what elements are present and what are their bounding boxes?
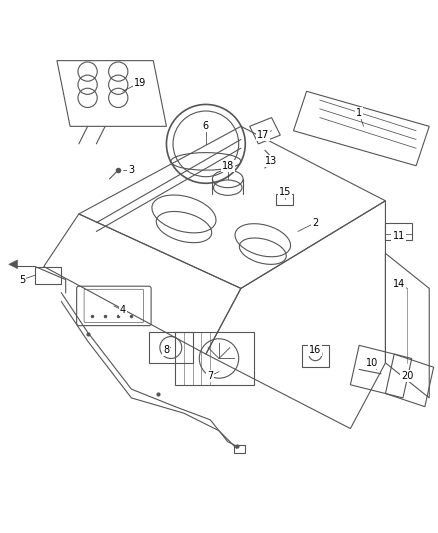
Text: 17: 17 (257, 130, 269, 140)
Text: 19: 19 (134, 77, 146, 87)
Text: 18: 18 (222, 161, 234, 171)
Text: 8: 8 (163, 345, 170, 355)
Text: 15: 15 (279, 187, 291, 197)
Text: 20: 20 (401, 371, 413, 381)
Text: 13: 13 (265, 156, 278, 166)
Text: 5: 5 (19, 274, 25, 285)
Text: 3: 3 (128, 165, 134, 175)
Text: 7: 7 (207, 371, 213, 381)
Text: 10: 10 (366, 358, 378, 368)
Text: 11: 11 (392, 231, 405, 241)
Text: 16: 16 (309, 345, 321, 355)
Text: 4: 4 (120, 305, 126, 316)
Text: 14: 14 (392, 279, 405, 289)
Text: 2: 2 (312, 217, 318, 228)
Text: 1: 1 (356, 108, 362, 118)
Polygon shape (9, 260, 18, 269)
Text: 6: 6 (203, 122, 209, 131)
